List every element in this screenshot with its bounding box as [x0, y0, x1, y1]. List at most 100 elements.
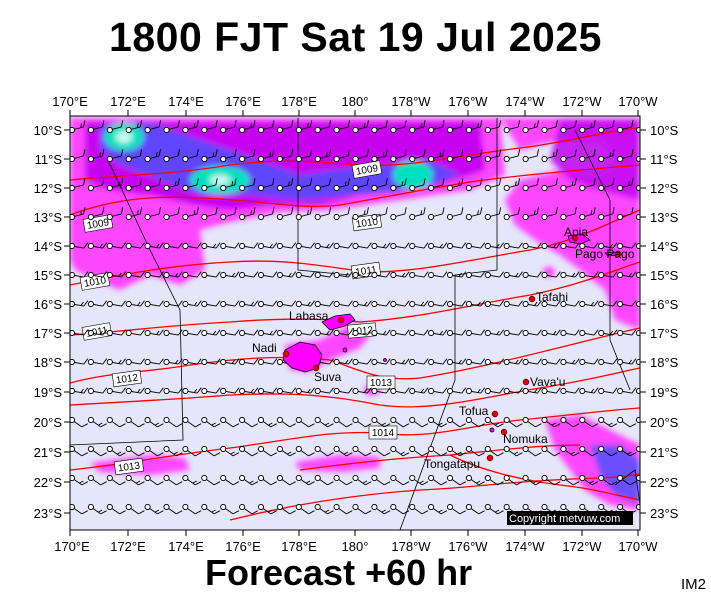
- wind-barb: [239, 242, 259, 250]
- wind-barb: [276, 178, 294, 192]
- wind-barb: [144, 387, 164, 395]
- wind-barb: [446, 178, 464, 192]
- wind-barb: [635, 416, 640, 428]
- wind-barb: [220, 271, 240, 279]
- isobar-label: 1010: [83, 275, 107, 290]
- wind-barb: [106, 120, 124, 134]
- wind-barb: [163, 242, 183, 250]
- wind-barb: [144, 445, 164, 457]
- wind-barb: [201, 120, 218, 134]
- wind-barb: [541, 149, 558, 163]
- wind-barb: [465, 387, 486, 395]
- wind-barb: [87, 387, 108, 395]
- wind-barb: [333, 445, 353, 457]
- wind-barb: [257, 387, 278, 395]
- wind-barb: [163, 358, 183, 366]
- wind-barb: [579, 329, 599, 337]
- wind-barb: [409, 149, 426, 163]
- wind-barb: [617, 358, 637, 366]
- wind-barb: [295, 329, 315, 337]
- isobar-label: 1012: [115, 372, 139, 386]
- wind-barb: [314, 503, 334, 515]
- lat-label-left: 13°S: [34, 210, 63, 225]
- wind-barb: [276, 445, 296, 457]
- wind-barb: [144, 242, 164, 250]
- rain-core-east: [393, 161, 433, 189]
- lat-labels-right: 10°S 11°S 12°S 13°S 14°S 15°S 16°S 17°S …: [650, 123, 679, 521]
- wind-barb: [125, 178, 143, 192]
- wind-barb: [144, 120, 161, 134]
- wind-barbs: [70, 120, 640, 515]
- lat-label-right: 14°S: [650, 239, 679, 254]
- place-label-pago-pago: Pago Pago: [575, 247, 635, 261]
- wind-barb: [182, 445, 202, 457]
- lon-label-bottom: 174°E: [168, 539, 204, 554]
- lat-label-right: 21°S: [650, 445, 679, 460]
- map-title: 1800 FJT Sat 19 Jul 2025: [109, 14, 602, 60]
- wind-barb: [333, 387, 353, 395]
- town-marker-apia: [571, 234, 579, 242]
- wind-barb: [409, 474, 429, 486]
- wind-barb: [446, 300, 467, 308]
- wind-barb: [503, 207, 521, 221]
- wind-barb: [390, 474, 410, 486]
- lon-label-top: 172°E: [110, 94, 146, 109]
- wind-barb: [560, 329, 580, 337]
- wind-barb: [617, 271, 637, 279]
- wind-barb: [314, 416, 334, 428]
- wind-barb: [560, 120, 577, 134]
- wind-barb: [257, 149, 275, 163]
- wind-barb: [541, 329, 561, 337]
- wind-barb: [409, 120, 426, 134]
- wind-barb: [163, 120, 180, 134]
- wind-barb: [352, 178, 369, 192]
- wind-barb: [257, 242, 278, 250]
- wind-barb: [257, 474, 277, 486]
- wind-barb: [484, 149, 502, 163]
- wind-barb: [182, 416, 202, 428]
- wind-barb: [390, 300, 410, 308]
- wind-barb: [314, 271, 334, 279]
- wind-barb: [465, 149, 483, 163]
- lat-label-left: 11°S: [35, 152, 63, 167]
- wind-barb: [409, 207, 426, 221]
- lon-label-top: 178°E: [281, 94, 317, 109]
- place-label-nadi: Nadi: [252, 341, 277, 355]
- wind-barb: [465, 416, 485, 428]
- wind-barb: [371, 149, 388, 163]
- wind-barb: [371, 178, 388, 192]
- wind-barb: [70, 358, 89, 366]
- wind-barb: [333, 207, 350, 221]
- wind-barb: [125, 271, 145, 279]
- wind-barb: [635, 271, 640, 279]
- wind-barb: [409, 387, 429, 395]
- wind-barb: [257, 207, 275, 221]
- wind-barb: [579, 242, 599, 250]
- wind-barb: [276, 149, 294, 163]
- wind-barb: [182, 329, 202, 337]
- lon-label-bottom: 170°E: [54, 539, 90, 554]
- rain-band-east: [500, 118, 640, 330]
- wind-barb: [428, 300, 448, 308]
- wind-barb: [220, 149, 237, 163]
- lat-label-left: 15°S: [34, 268, 63, 283]
- lat-label-right: 20°S: [650, 415, 679, 430]
- wind-barb: [635, 358, 640, 366]
- wind-barb: [106, 416, 126, 428]
- wind-barb: [617, 178, 634, 192]
- wind-barb: [182, 178, 199, 192]
- lat-label-right: 18°S: [650, 355, 679, 370]
- wind-barb: [598, 358, 618, 366]
- lat-label-left: 14°S: [34, 239, 63, 254]
- wind-barb: [125, 503, 145, 515]
- wind-barb: [201, 242, 221, 250]
- wind-barb: [503, 329, 523, 337]
- wind-barb: [144, 329, 164, 337]
- wind-barb: [390, 242, 410, 250]
- wind-barb: [522, 416, 542, 428]
- wind-barb: [333, 242, 353, 250]
- wind-barb: [295, 474, 315, 486]
- lat-label-right: 17°S: [650, 326, 679, 341]
- wind-barb: [465, 120, 483, 134]
- wind-barb: [409, 358, 429, 366]
